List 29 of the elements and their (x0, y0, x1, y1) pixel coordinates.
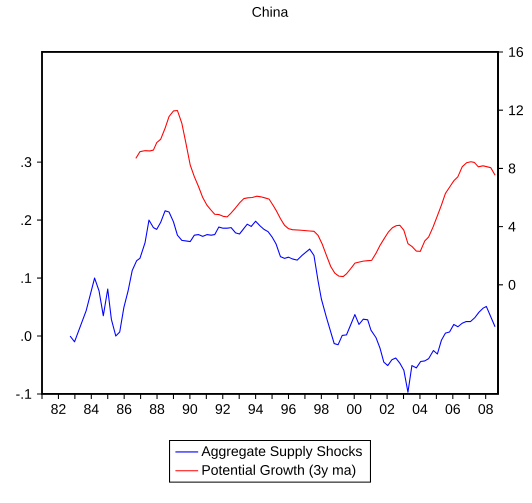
x-tick-label: 88 (150, 404, 164, 414)
y2-tick-label: 16 (509, 47, 524, 57)
x-tick-label: 84 (84, 404, 99, 414)
x-tick-label: 94 (248, 404, 263, 414)
x-tick-label: 82 (51, 404, 66, 414)
line-series (135, 110, 496, 278)
legend-label: Aggregate Supply Shocks (201, 446, 362, 459)
x-tick-label: 92 (216, 404, 230, 414)
x-tick-label: 06 (446, 404, 460, 414)
x-tick-label: 96 (281, 404, 296, 414)
y-tick-label: .3 (22, 157, 32, 168)
x-tick-label: 04 (412, 404, 428, 414)
y-tick-label: .0 (22, 331, 32, 341)
y2-tick-label: 8 (508, 163, 516, 174)
line-series (70, 210, 496, 393)
legend-label: Potential Growth (3y ma) (202, 464, 356, 478)
chart-title: China (252, 6, 288, 17)
y-tick-label: .2 (22, 215, 32, 225)
x-tick-label: 86 (116, 404, 132, 414)
x-tick-label: 98 (314, 404, 329, 414)
x-tick-label: 00 (346, 404, 362, 414)
y-tick-label: .1 (22, 273, 32, 283)
x-tick-label: 02 (380, 404, 394, 414)
y2-tick-label: 4 (508, 222, 516, 232)
y2-tick-label: 0 (508, 280, 516, 290)
y2-tick-label: 12 (509, 105, 523, 116)
y-tick-label: -.1 (16, 389, 32, 399)
x-tick-label: 90 (182, 404, 198, 414)
x-tick-label: 08 (478, 404, 493, 414)
